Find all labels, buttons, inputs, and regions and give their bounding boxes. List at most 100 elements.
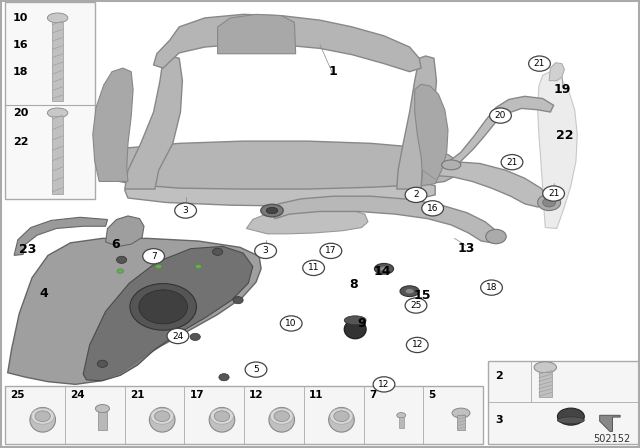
Ellipse shape	[31, 408, 54, 424]
Ellipse shape	[149, 408, 175, 432]
Ellipse shape	[287, 320, 296, 327]
Circle shape	[139, 290, 188, 324]
Circle shape	[529, 56, 550, 71]
Bar	[488, 361, 639, 444]
Bar	[5, 386, 483, 444]
Ellipse shape	[47, 108, 68, 118]
Ellipse shape	[266, 207, 278, 214]
Ellipse shape	[405, 289, 414, 294]
Ellipse shape	[330, 408, 353, 424]
Circle shape	[245, 362, 267, 377]
Text: 502152: 502152	[593, 434, 630, 444]
Text: 17: 17	[189, 390, 204, 400]
Circle shape	[320, 243, 342, 258]
Ellipse shape	[324, 246, 339, 256]
Polygon shape	[600, 415, 620, 431]
Circle shape	[255, 243, 276, 258]
Ellipse shape	[329, 408, 355, 432]
Circle shape	[190, 333, 200, 340]
Text: 15: 15	[413, 289, 431, 302]
Polygon shape	[448, 96, 554, 168]
Text: 21: 21	[534, 59, 545, 68]
Text: 23: 23	[19, 243, 36, 257]
Text: 2: 2	[413, 190, 419, 199]
Text: 14: 14	[374, 264, 392, 278]
Circle shape	[481, 280, 502, 295]
Ellipse shape	[150, 408, 173, 424]
Circle shape	[280, 316, 302, 331]
Text: 22: 22	[556, 129, 573, 142]
Circle shape	[167, 328, 189, 344]
Circle shape	[303, 260, 324, 276]
Text: 19: 19	[553, 83, 571, 96]
Polygon shape	[125, 56, 182, 189]
Ellipse shape	[328, 248, 335, 254]
Text: 24: 24	[70, 390, 84, 400]
Circle shape	[406, 337, 428, 353]
Text: 6: 6	[111, 237, 120, 251]
Text: 5: 5	[253, 365, 259, 374]
Text: 12: 12	[412, 340, 423, 349]
Circle shape	[233, 297, 243, 304]
Circle shape	[156, 264, 162, 269]
Circle shape	[486, 229, 506, 244]
Text: 12: 12	[378, 380, 390, 389]
Ellipse shape	[494, 111, 507, 120]
Circle shape	[219, 374, 229, 381]
Text: 3: 3	[495, 415, 503, 425]
Ellipse shape	[426, 202, 438, 211]
Text: 3: 3	[263, 246, 268, 255]
Ellipse shape	[380, 266, 388, 271]
Polygon shape	[106, 216, 144, 246]
Text: 16: 16	[13, 40, 28, 50]
Text: 21: 21	[506, 158, 518, 167]
Circle shape	[214, 411, 230, 422]
Ellipse shape	[486, 284, 497, 292]
Text: 17: 17	[325, 246, 337, 255]
Ellipse shape	[261, 204, 284, 217]
Text: 8: 8	[349, 278, 358, 291]
Ellipse shape	[534, 362, 557, 373]
Text: 13: 13	[457, 242, 475, 255]
Text: 11: 11	[309, 390, 324, 400]
Text: 21: 21	[130, 390, 144, 400]
Circle shape	[175, 203, 196, 218]
Text: 7: 7	[369, 390, 376, 400]
Polygon shape	[83, 246, 253, 381]
Polygon shape	[14, 217, 108, 255]
Text: 20: 20	[13, 108, 28, 118]
Circle shape	[538, 194, 561, 211]
Bar	[98, 412, 107, 430]
Polygon shape	[99, 141, 461, 189]
Polygon shape	[125, 172, 435, 206]
Ellipse shape	[442, 160, 461, 170]
Circle shape	[130, 284, 196, 330]
Circle shape	[274, 411, 289, 422]
Circle shape	[212, 248, 223, 255]
Text: 7: 7	[151, 252, 156, 261]
Ellipse shape	[397, 413, 406, 418]
Polygon shape	[397, 56, 436, 189]
Bar	[52, 22, 63, 101]
Polygon shape	[154, 14, 421, 72]
Text: 4: 4	[39, 287, 48, 300]
Text: 1: 1	[328, 65, 337, 78]
Polygon shape	[549, 63, 564, 81]
Polygon shape	[218, 14, 296, 54]
Text: 25: 25	[410, 301, 422, 310]
Circle shape	[422, 201, 444, 216]
Circle shape	[405, 298, 427, 313]
Ellipse shape	[410, 190, 422, 198]
Circle shape	[373, 377, 395, 392]
Ellipse shape	[374, 263, 394, 274]
Ellipse shape	[344, 320, 366, 339]
Polygon shape	[424, 162, 549, 207]
Text: 12: 12	[250, 390, 264, 400]
Polygon shape	[246, 207, 368, 234]
Bar	[52, 116, 63, 194]
Ellipse shape	[30, 408, 56, 432]
Text: 5: 5	[429, 390, 436, 400]
Text: 3: 3	[183, 206, 188, 215]
Bar	[457, 415, 465, 430]
Text: 2: 2	[495, 371, 503, 381]
